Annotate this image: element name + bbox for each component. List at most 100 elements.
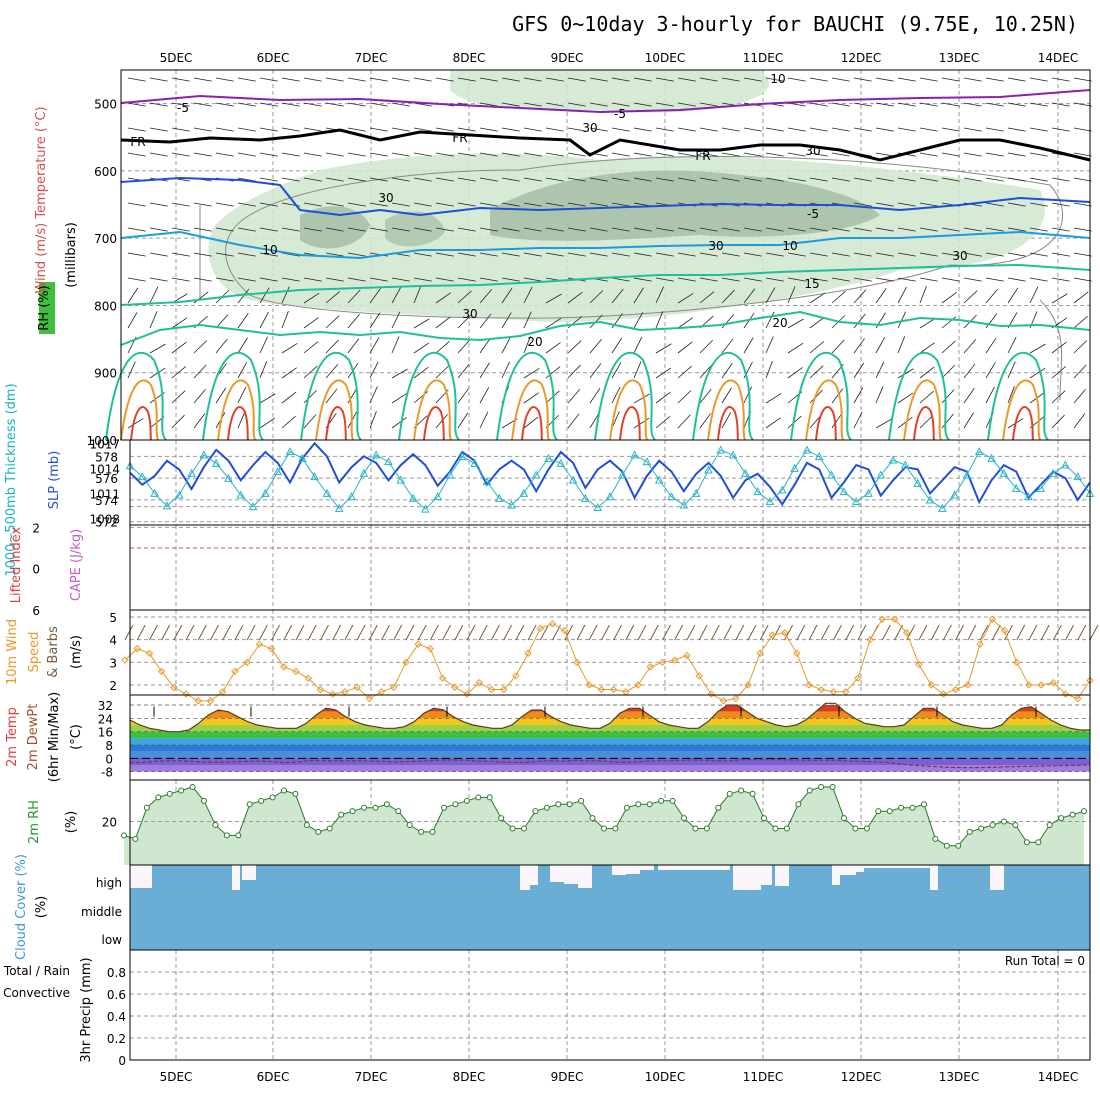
wind-speed-point [817, 685, 825, 694]
wind-barb [457, 202, 476, 207]
wind-barb [325, 277, 344, 282]
wind-barb [765, 287, 776, 304]
wind-barb [721, 152, 740, 157]
slp-point [248, 502, 258, 511]
wind-barb [523, 416, 539, 429]
wind-barb [281, 343, 298, 354]
p5-y-tick: 16 [98, 726, 113, 740]
wind-barb [787, 252, 806, 257]
wind-barb [545, 127, 564, 132]
slp-point [925, 495, 935, 504]
wind-barb-10m [185, 624, 195, 641]
wind-barb [567, 152, 586, 157]
wind-barb [259, 393, 276, 404]
isotherm-label: 15 [804, 277, 819, 291]
clear-sky-block [520, 865, 530, 890]
wind-barb-10m [478, 624, 488, 641]
rh-point [1046, 822, 1053, 828]
wind-barb [1073, 77, 1092, 82]
wind-barb [963, 177, 982, 182]
wind-barb [941, 102, 960, 107]
panel-frame [129, 524, 1091, 611]
wind-barb [985, 288, 998, 304]
wind-barb [149, 311, 158, 329]
wind-barb [567, 77, 586, 82]
wind-barb [677, 252, 696, 257]
rh-point [772, 825, 779, 832]
p1-y-tick: 1000 [86, 434, 117, 448]
rh-point [738, 787, 745, 794]
wind-barb [545, 77, 564, 82]
wind-barb [919, 342, 935, 354]
isotherm-25-loop [398, 351, 460, 441]
wind-barb [699, 77, 718, 82]
wind-barb [853, 387, 864, 404]
wind-barb [919, 102, 938, 107]
wind-barb [281, 177, 300, 182]
wind-barb [303, 177, 322, 182]
rh-point [383, 801, 390, 808]
wind-speed-point [206, 697, 215, 705]
wind-barb [633, 102, 652, 107]
wind-barb [1029, 102, 1048, 107]
isotherm-label: 10 [782, 239, 797, 253]
wind-barb [633, 287, 644, 304]
rh-point [566, 801, 573, 808]
wind-barb [721, 412, 732, 429]
clear-sky-block [640, 865, 654, 870]
wind-barb [853, 77, 872, 82]
wind-barb [523, 368, 540, 379]
rh-point [143, 804, 150, 811]
wind-barb [259, 127, 278, 132]
wind-barb [589, 387, 601, 404]
slp-line [129, 449, 1091, 510]
wind-barb [633, 127, 652, 132]
wind-barb [765, 127, 784, 132]
wind-barb [809, 227, 828, 232]
wind-barb [743, 288, 756, 304]
isotherm-35-loop [423, 406, 445, 441]
p2-right-tick: 1008 [89, 512, 120, 526]
wind-barb [435, 316, 451, 329]
wind-barb [897, 127, 916, 132]
wind-barb-10m [600, 624, 610, 641]
wind-speed-point [157, 667, 166, 676]
rh-point [955, 842, 962, 849]
wind-speed-point [328, 690, 337, 698]
wind-barb [215, 127, 234, 132]
wind-barb [589, 338, 602, 354]
wind-barb [985, 152, 1004, 157]
wind-barb [479, 362, 490, 379]
wind-barb [303, 341, 319, 354]
wind-barb [1007, 336, 1017, 354]
slp-point [384, 457, 393, 466]
wind-speed-point [793, 649, 801, 657]
wind-barb [1073, 127, 1092, 132]
p4-y-tick: 5 [109, 611, 117, 625]
p7-y-tick: high [96, 876, 122, 890]
rh-point [589, 815, 596, 822]
wind-speed-point [499, 685, 508, 694]
wind-barb [391, 417, 407, 429]
wind-barb [875, 102, 894, 107]
p6-ylabel-1: 2m RH [27, 800, 42, 844]
rh-point [863, 825, 870, 832]
wind-barb [633, 393, 650, 404]
wind-barb [787, 415, 802, 429]
wind-barb [919, 318, 936, 329]
wind-barb [391, 152, 410, 157]
wind-barb [919, 202, 938, 207]
slp-point [617, 470, 627, 479]
wind-barb [457, 412, 469, 429]
wind-barb [809, 316, 825, 329]
wind-barb [699, 152, 718, 157]
wind-barb [765, 393, 782, 404]
wind-speed-point [1013, 658, 1021, 667]
wind-speed-point [121, 656, 129, 664]
rh-label: 10 [770, 72, 785, 86]
p7-y-tick: middle [81, 905, 122, 919]
wind-barb [699, 252, 718, 257]
slp-point [581, 493, 590, 502]
wind-barb [831, 252, 850, 257]
wind-barb [171, 202, 190, 207]
